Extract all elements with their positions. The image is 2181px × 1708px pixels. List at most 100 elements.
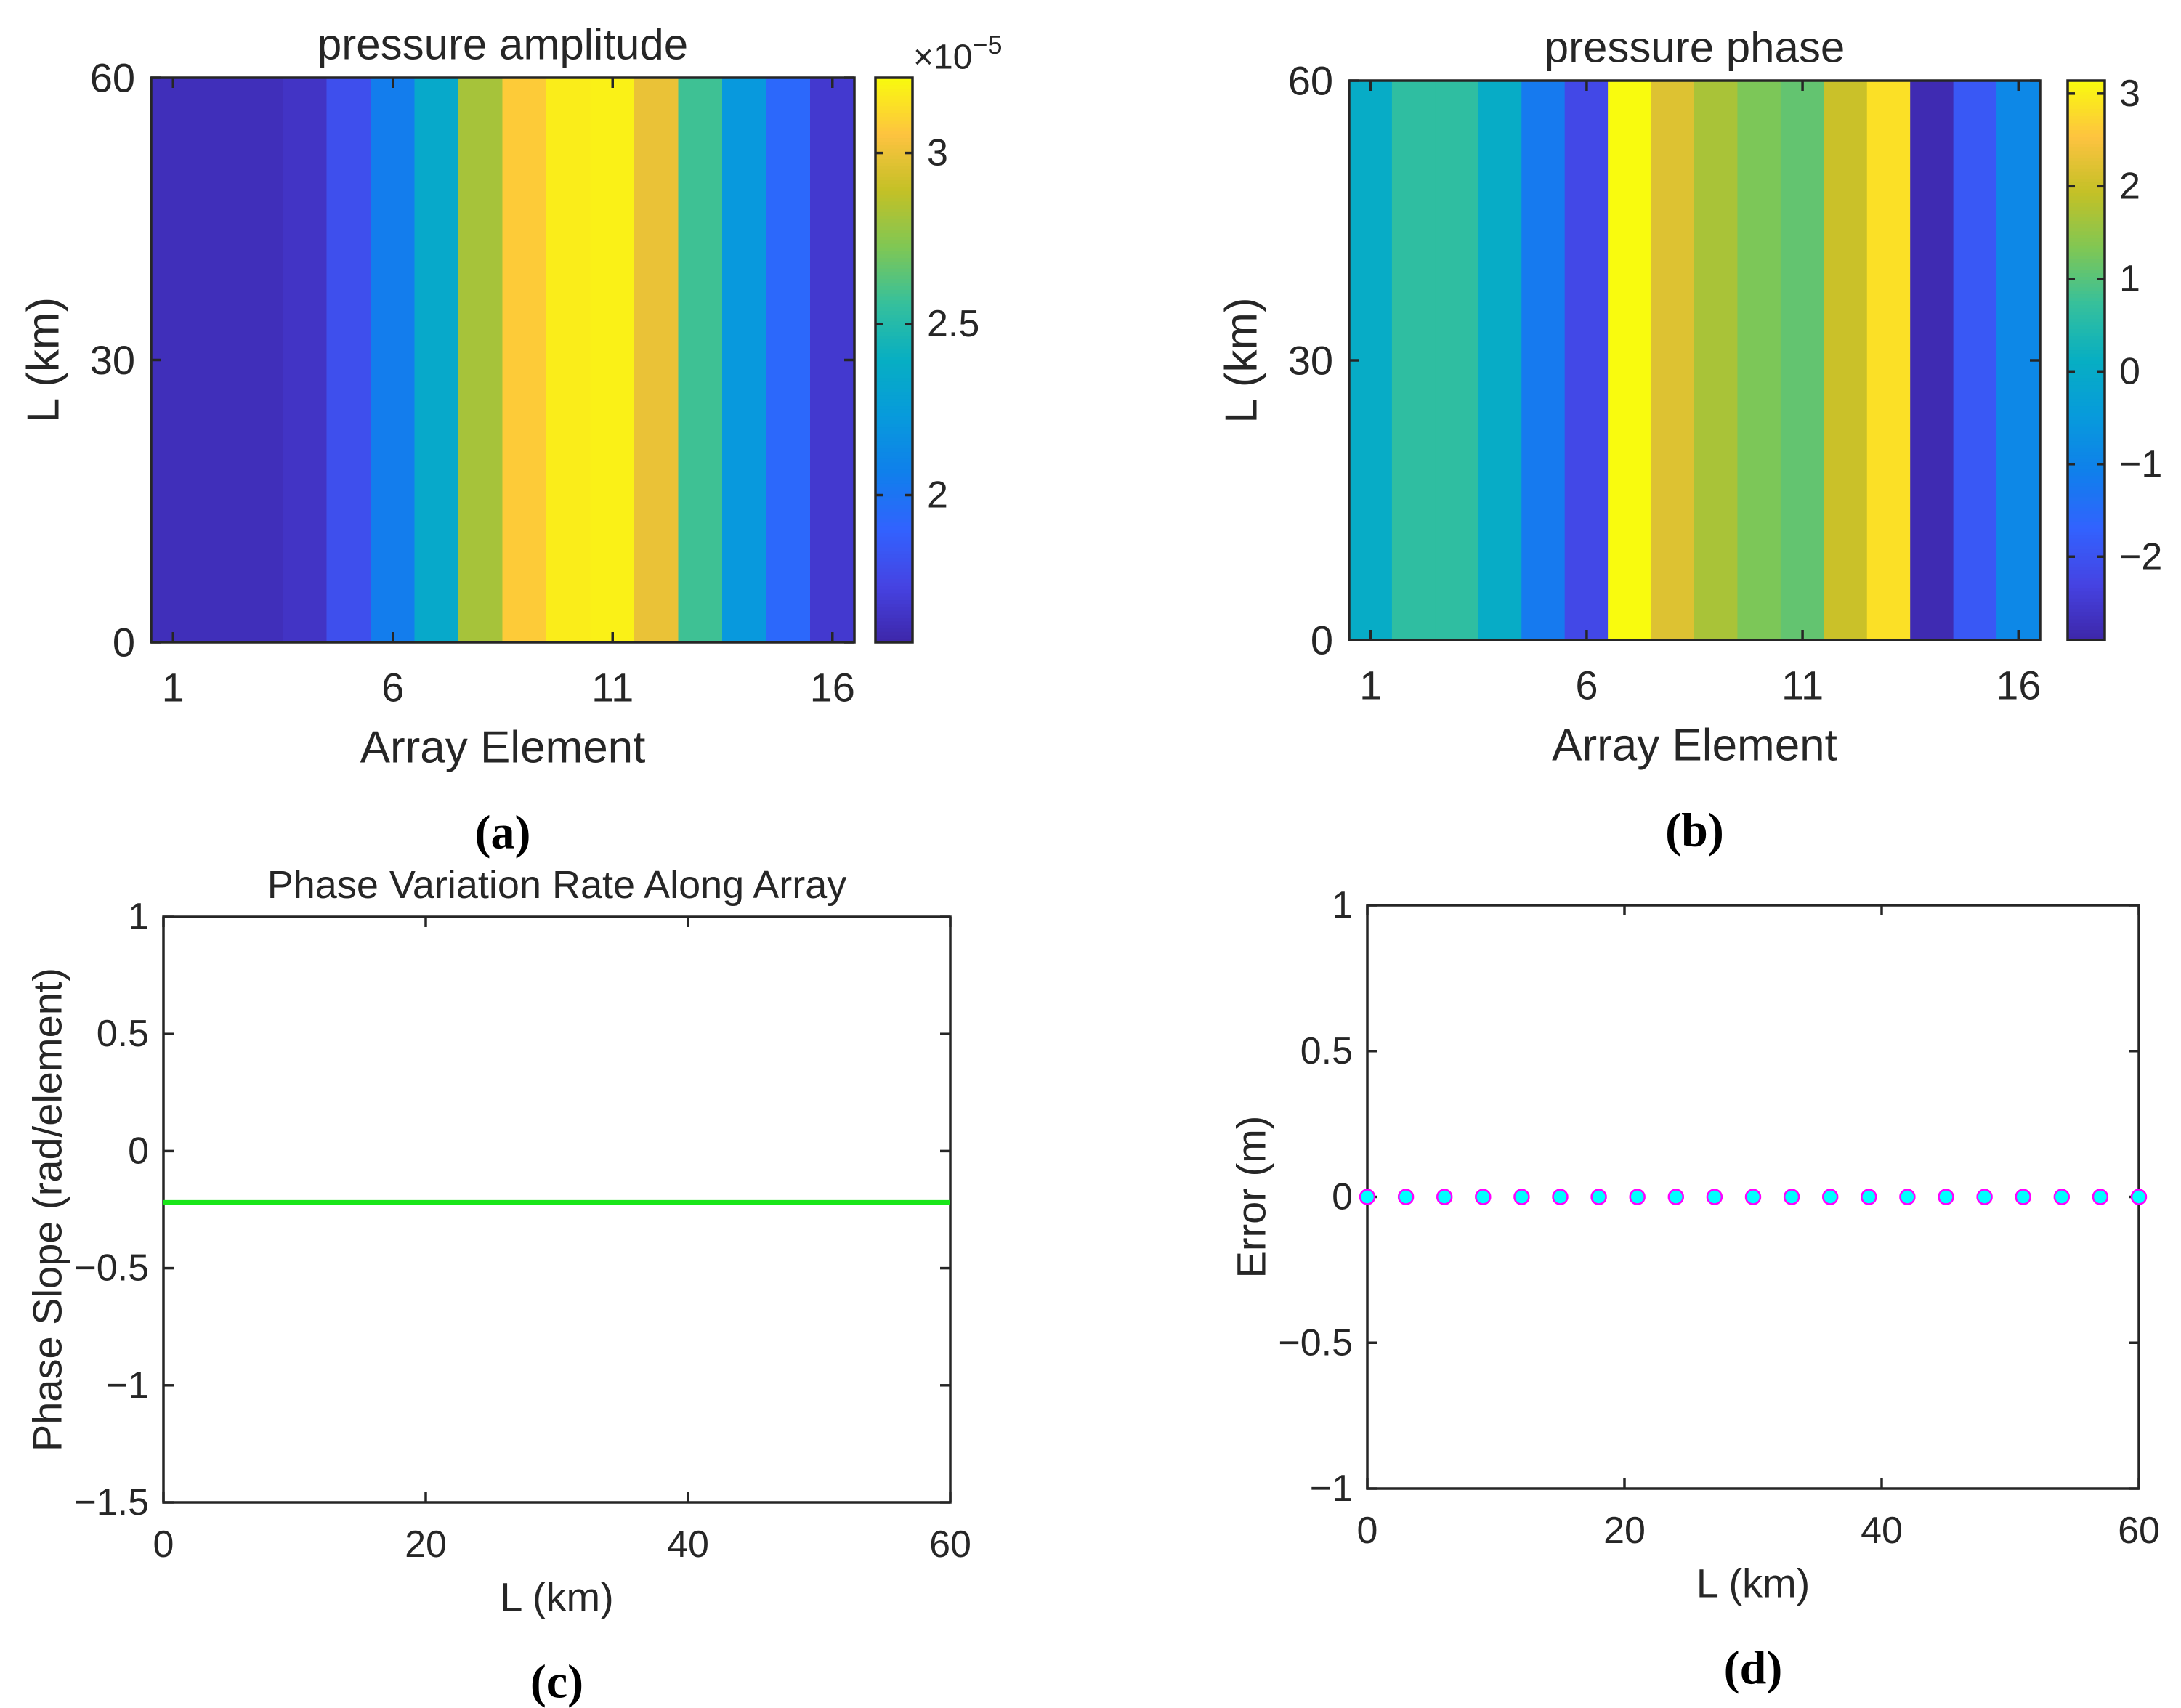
- colorbar-gradient: [2068, 429, 2105, 434]
- colorbar-gradient: [875, 472, 913, 477]
- colorbar-tick-label: 3: [927, 132, 948, 174]
- colorbar-exponent: ×10−5: [913, 30, 1002, 77]
- colorbar-gradient: [875, 190, 913, 195]
- colorbar-gradient: [875, 155, 913, 160]
- colorbar-gradient: [2068, 171, 2105, 176]
- colorbar-gradient: [875, 430, 913, 434]
- colorbar-gradient: [875, 501, 913, 506]
- colorbar-tick-label: 2: [927, 474, 948, 517]
- colorbar-gradient: [875, 264, 913, 269]
- x-tick-label: 16: [1996, 663, 2041, 708]
- colorbar-gradient: [875, 564, 913, 569]
- x-tick-label: 6: [381, 665, 404, 711]
- colorbar-gradient: [2068, 108, 2105, 113]
- colorbar-gradient: [2068, 311, 2105, 315]
- plot-title: Phase Variation Rate Along Array: [267, 863, 846, 907]
- colorbar-gradient: [875, 387, 913, 392]
- plot-frame: [162, 915, 952, 1504]
- colorbar-gradient: [2068, 475, 2105, 480]
- colorbar-gradient: [875, 504, 913, 509]
- colorbar-gradient: [2068, 426, 2105, 431]
- colorbar-gradient: [2068, 566, 2105, 571]
- colorbar-gradient: [2068, 248, 2105, 253]
- colorbar-gradient: [875, 225, 913, 230]
- colorbar-gradient: [875, 324, 913, 329]
- colorbar-gradient: [875, 575, 913, 580]
- colorbar-gradient: [2068, 520, 2105, 525]
- colorbar-frame: [874, 76, 914, 644]
- colorbar-gradient: [2068, 118, 2105, 124]
- colorbar-gradient: [2068, 489, 2105, 494]
- colorbar-gradient: [2068, 307, 2105, 312]
- colorbar-gradient: [875, 617, 913, 622]
- colorbar-gradient: [2068, 423, 2105, 427]
- colorbar-gradient: [875, 147, 913, 153]
- colorbar-gradient: [2068, 262, 2105, 267]
- colorbar-gradient: [2068, 496, 2105, 501]
- colorbar-gradient: [2068, 576, 2105, 581]
- colorbar-gradient: [2068, 416, 2105, 421]
- colorbar-gradient: [875, 567, 913, 572]
- colorbar-gradient: [2068, 84, 2105, 89]
- heatmap-cell: [1953, 81, 1998, 640]
- colorbar-gradient: [875, 91, 913, 96]
- colorbar-gradient: [2068, 136, 2105, 141]
- colorbar-gradient: [875, 518, 913, 523]
- y-tick-label: −1.5: [74, 1481, 149, 1523]
- y-tick-label: 1: [128, 896, 149, 938]
- colorbar-gradient: [875, 214, 913, 219]
- colorbar-gradient: [875, 398, 913, 403]
- colorbar-gradient: [875, 482, 913, 487]
- colorbar-gradient: [875, 560, 913, 565]
- colorbar-gradient: [2068, 583, 2105, 588]
- colorbar-gradient: [875, 81, 913, 86]
- scatter-point: [1899, 1189, 1916, 1205]
- colorbar-gradient: [875, 123, 913, 128]
- colorbar-gradient: [875, 529, 913, 533]
- x-tick-label: 40: [667, 1523, 709, 1566]
- colorbar-gradient: [2068, 485, 2105, 490]
- colorbar-gradient: [2068, 433, 2105, 438]
- colorbar-gradient: [875, 423, 913, 428]
- colorbar-gradient: [875, 172, 913, 177]
- colorbar-gradient: [2068, 391, 2105, 396]
- colorbar-gradient: [875, 165, 913, 170]
- colorbar-gradient: [2068, 447, 2105, 452]
- colorbar-gradient: [875, 292, 913, 297]
- colorbar-gradient: [875, 631, 913, 636]
- colorbar-gradient: [875, 229, 913, 234]
- colorbar-gradient: [875, 113, 913, 117]
- colorbar-gradient: [2068, 356, 2105, 361]
- colorbar-gradient: [875, 606, 913, 611]
- colorbar-gradient: [2068, 500, 2105, 504]
- heatmap-cell: [326, 78, 371, 642]
- y-tick-label: 0: [1311, 618, 1333, 663]
- colorbar-gradient: [875, 469, 913, 474]
- colorbar-gradient: [2068, 335, 2105, 340]
- x-tick-label: 6: [1575, 663, 1598, 708]
- colorbar-gradient: [875, 391, 913, 396]
- colorbar-gradient: [875, 440, 913, 445]
- scatter-point: [1667, 1189, 1685, 1205]
- colorbar-gradient: [875, 596, 913, 601]
- colorbar-gradient: [2068, 234, 2105, 239]
- heatmap-cell: [1435, 81, 1479, 640]
- colorbar-gradient: [875, 603, 913, 607]
- colorbar-gradient: [875, 497, 913, 502]
- y-tick-label: 60: [90, 55, 135, 101]
- colorbar-gradient: [2068, 545, 2105, 550]
- colorbar-gradient: [875, 433, 913, 438]
- colorbar-gradient: [2068, 206, 2105, 211]
- colorbar-gradient: [875, 232, 913, 238]
- colorbar-gradient: [2068, 381, 2105, 386]
- heatmap-cell: [1651, 81, 1695, 640]
- heatmap-cell: [1866, 81, 1911, 640]
- colorbar-gradient: [875, 88, 913, 92]
- colorbar-gradient: [2068, 332, 2105, 336]
- colorbar-gradient: [2068, 94, 2105, 99]
- colorbar-gradient: [875, 331, 913, 336]
- colorbar-gradient: [875, 543, 913, 548]
- colorbar-gradient: [2068, 101, 2105, 106]
- colorbar-gradient: [2068, 227, 2105, 232]
